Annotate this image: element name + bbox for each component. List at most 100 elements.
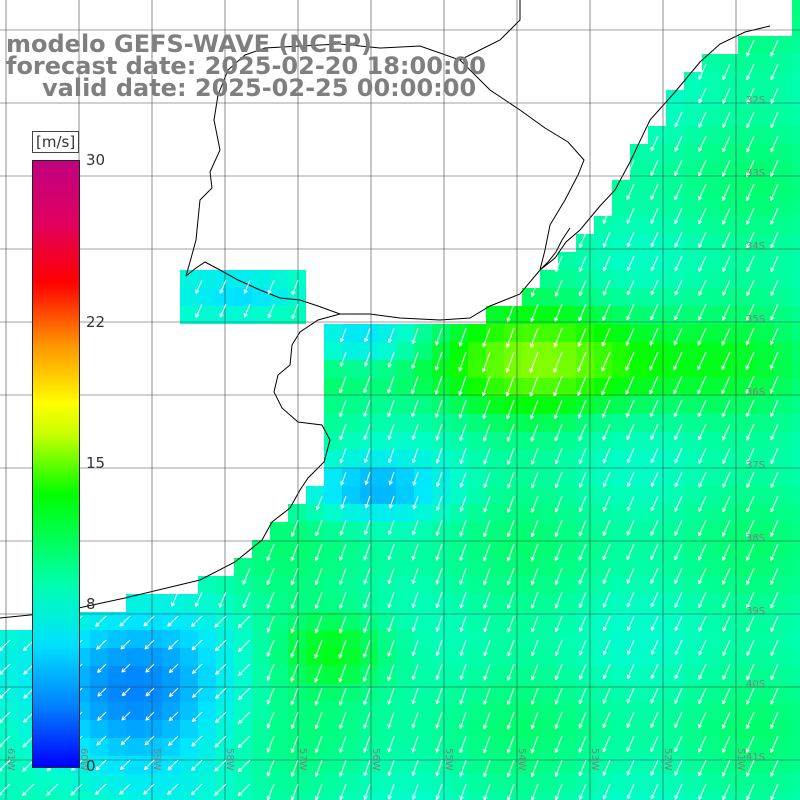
wind-arrow [674, 759, 683, 776]
wind-arrow [698, 159, 707, 177]
wind-cell [522, 648, 540, 666]
wind-arrow [314, 543, 323, 562]
wind-cell [468, 450, 486, 468]
wind-cell [252, 756, 270, 774]
wind-cell [684, 288, 702, 306]
wind-cell [396, 648, 414, 666]
wind-arrow [363, 711, 371, 729]
wind-arrow [145, 711, 155, 721]
wind-cell [108, 630, 126, 648]
wind-cell [0, 756, 18, 774]
wind-cell [522, 630, 540, 648]
wind-arrow [214, 783, 227, 796]
wind-arrow [650, 231, 659, 248]
wind-arrow [650, 495, 659, 512]
wind-cell [720, 90, 738, 108]
wind-cell [198, 666, 216, 684]
wind-cell [738, 36, 756, 54]
wind-cell [720, 288, 738, 306]
wind-cell [612, 504, 630, 522]
wind-arrow [770, 567, 779, 585]
wind-cell [90, 648, 108, 666]
wind-cell [468, 522, 486, 540]
wind-cell [702, 216, 720, 234]
wind-arrow [721, 351, 731, 371]
wind-arrow [530, 519, 539, 538]
wind-cell [468, 648, 486, 666]
wind-arrow [746, 279, 755, 297]
wind-arrow [601, 399, 611, 418]
wind-cell [360, 612, 378, 630]
wind-cell [504, 702, 522, 720]
wind-cell [234, 702, 252, 720]
wind-cell [756, 720, 774, 738]
wind-cell [774, 54, 792, 72]
wind-cell [144, 792, 162, 800]
wind-cell [162, 756, 180, 774]
coastline [0, 25, 771, 619]
wind-arrow [602, 663, 611, 680]
wind-cell [594, 486, 612, 504]
wind-arrow [388, 519, 395, 536]
wind-cell [792, 576, 800, 594]
wind-arrow [674, 303, 683, 321]
wind-arrow [722, 687, 731, 705]
wind-arrow [97, 663, 107, 673]
wind-cell [666, 720, 684, 738]
wind-cell [180, 792, 198, 800]
wind-cell [630, 378, 648, 396]
wind-cell [720, 324, 738, 342]
wind-cell [684, 630, 702, 648]
wind-cell [504, 594, 522, 612]
wind-cell [108, 666, 126, 684]
wind-arrow [121, 687, 131, 697]
wind-cell [702, 288, 720, 306]
wind-arrow [459, 639, 467, 656]
wind-cell [162, 792, 180, 800]
wind-arrow [530, 303, 539, 323]
wind-arrow [601, 327, 611, 347]
wind-arrow [674, 447, 683, 464]
wind-arrow [338, 615, 347, 634]
wind-cell [648, 684, 666, 702]
wind-arrow [626, 687, 635, 704]
wind-cell [378, 324, 396, 342]
wind-arrow [363, 543, 371, 561]
wind-arrow [459, 447, 467, 465]
wind-cell [756, 36, 774, 54]
wind-cell [180, 630, 198, 648]
wind-arrow [650, 279, 659, 296]
wind-cell [396, 612, 414, 630]
wind-arrow [314, 735, 323, 754]
wind-cell [558, 594, 576, 612]
wind-arrow [625, 327, 635, 346]
wind-arrow [722, 303, 731, 321]
wind-arrow [626, 207, 635, 224]
wind-cell [540, 360, 558, 378]
wind-cell [468, 468, 486, 486]
wind-cell [324, 540, 342, 558]
wind-cell [252, 540, 270, 558]
wind-cell [648, 162, 666, 180]
wind-cell [306, 486, 324, 504]
wind-cell [306, 612, 324, 630]
wind-cell [756, 630, 774, 648]
wind-arrow [506, 399, 515, 420]
wind-cell [360, 756, 378, 774]
wind-cell [558, 774, 576, 792]
wind-cell [792, 180, 800, 198]
wind-arrow [434, 351, 443, 371]
wind-arrow [722, 135, 731, 153]
lat-label: 35S [746, 314, 765, 325]
wind-arrow [554, 735, 563, 754]
wind-cell [414, 684, 432, 702]
wind-cell [630, 306, 648, 324]
wind-cell [342, 360, 360, 378]
wind-cell [756, 594, 774, 612]
wind-cell [486, 558, 504, 576]
river-plate-shore [185, 227, 571, 315]
wind-cell [576, 324, 594, 342]
wind-arrow [290, 567, 299, 586]
wind-cell [162, 738, 180, 756]
wind-arrow [722, 639, 731, 656]
